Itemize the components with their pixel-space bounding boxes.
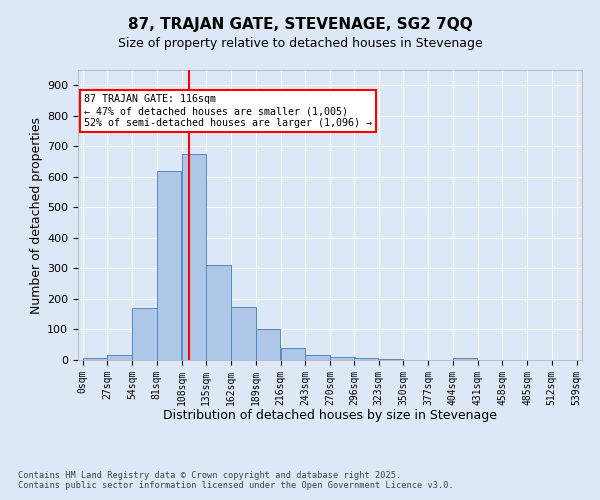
Bar <box>305 356 330 360</box>
Bar <box>231 306 256 360</box>
Bar <box>206 266 231 360</box>
Bar <box>330 357 355 360</box>
Bar <box>157 170 181 360</box>
Text: 87 TRAJAN GATE: 116sqm
← 47% of detached houses are smaller (1,005)
52% of semi-: 87 TRAJAN GATE: 116sqm ← 47% of detached… <box>85 94 373 128</box>
Bar <box>107 356 132 360</box>
Bar <box>379 359 403 360</box>
Bar <box>354 358 379 360</box>
Bar <box>132 308 157 360</box>
Bar <box>182 154 206 360</box>
Bar <box>281 348 305 360</box>
Text: Contains HM Land Registry data © Crown copyright and database right 2025.
Contai: Contains HM Land Registry data © Crown c… <box>18 470 454 490</box>
Text: 87, TRAJAN GATE, STEVENAGE, SG2 7QQ: 87, TRAJAN GATE, STEVENAGE, SG2 7QQ <box>128 18 472 32</box>
Bar <box>83 358 107 360</box>
Bar <box>453 358 478 360</box>
Text: Size of property relative to detached houses in Stevenage: Size of property relative to detached ho… <box>118 38 482 51</box>
X-axis label: Distribution of detached houses by size in Stevenage: Distribution of detached houses by size … <box>163 409 497 422</box>
Y-axis label: Number of detached properties: Number of detached properties <box>30 116 43 314</box>
Bar <box>256 330 280 360</box>
